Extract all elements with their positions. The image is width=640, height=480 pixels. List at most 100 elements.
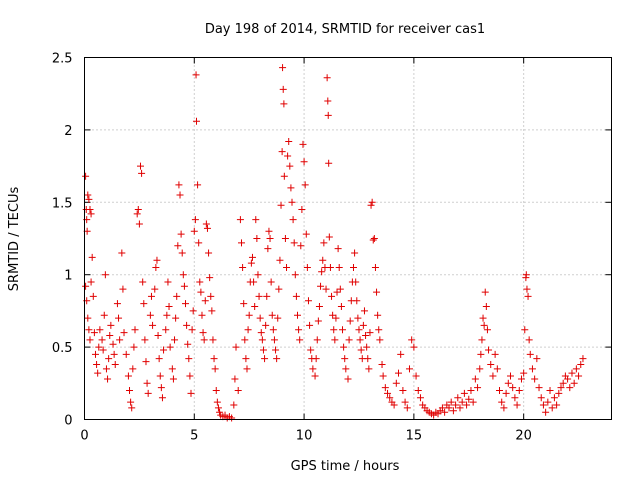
data-point: [115, 314, 123, 322]
data-point: [168, 365, 176, 373]
data-point: [261, 355, 269, 363]
data-point: [374, 311, 382, 319]
data-point: [238, 239, 246, 247]
data-point: [304, 297, 312, 305]
data-point: [104, 375, 112, 383]
data-point: [232, 343, 240, 351]
grid: [84, 57, 612, 420]
data-point: [275, 285, 283, 293]
data-point: [548, 404, 556, 412]
data-point: [185, 355, 193, 363]
data-point: [577, 360, 585, 368]
data-point: [189, 307, 197, 315]
data-point: [504, 379, 512, 387]
data-point: [376, 336, 384, 344]
data-point: [174, 242, 182, 250]
data-point: [364, 355, 372, 363]
data-point: [201, 297, 209, 305]
plot-frame: [84, 57, 612, 420]
data-point: [535, 384, 543, 392]
data-point: [230, 401, 238, 409]
data-point: [356, 336, 364, 344]
data-point: [528, 365, 536, 373]
data-point: [172, 314, 180, 322]
data-point: [205, 249, 213, 257]
data-point: [474, 384, 482, 392]
data-point: [157, 384, 165, 392]
data-point: [312, 355, 320, 363]
data-point: [323, 74, 331, 82]
data-point: [405, 365, 413, 373]
data-point: [313, 336, 321, 344]
data-point: [241, 336, 249, 344]
data-point: [307, 346, 315, 354]
data-point: [142, 358, 150, 366]
data-point: [477, 350, 485, 358]
data-point: [546, 387, 554, 395]
data-point: [250, 278, 258, 286]
data-point: [160, 346, 168, 354]
data-point: [273, 355, 281, 363]
data-point: [264, 245, 272, 253]
data-point: [480, 321, 488, 329]
data-point: [531, 375, 539, 383]
data-point: [395, 369, 403, 377]
data-point: [386, 394, 394, 402]
data-point: [487, 360, 495, 368]
data-point: [479, 314, 487, 322]
chart-title: Day 198 of 2014, SRMTID for receiver cas…: [205, 22, 485, 37]
data-point: [184, 340, 192, 348]
data-point: [113, 300, 121, 308]
data-point: [367, 201, 375, 209]
data-point: [278, 148, 286, 156]
data-point: [280, 100, 288, 108]
data-point: [362, 332, 370, 340]
data-point: [202, 220, 210, 228]
data-point: [379, 372, 387, 380]
data-point: [208, 307, 216, 315]
data-point: [100, 311, 108, 319]
data-point: [509, 384, 517, 392]
data-point: [130, 343, 138, 351]
data-point: [155, 355, 163, 363]
data-point: [354, 314, 362, 322]
data-point: [251, 303, 259, 311]
data-point: [253, 235, 261, 242]
data-point: [188, 326, 196, 334]
data-point: [306, 321, 314, 329]
data-point: [378, 360, 386, 368]
data-point: [537, 394, 545, 402]
data-point: [248, 253, 256, 261]
data-point: [408, 336, 416, 344]
data-point: [179, 271, 187, 279]
data-point: [295, 326, 303, 334]
data-point: [262, 321, 270, 329]
data-point: [164, 278, 172, 286]
data-point: [265, 227, 273, 235]
data-point: [334, 245, 342, 253]
data-point: [369, 236, 377, 244]
data-point: [216, 408, 224, 416]
data-point: [481, 288, 489, 296]
data-point: [553, 401, 561, 409]
data-point: [288, 198, 296, 206]
data-point: [200, 336, 208, 344]
data-point: [337, 303, 345, 311]
data-point: [134, 206, 142, 214]
data-point: [195, 239, 203, 247]
data-point: [177, 230, 185, 238]
data-point: [231, 375, 239, 383]
x-tick-label: 20: [515, 429, 532, 444]
data-point: [570, 379, 578, 387]
data-point: [331, 336, 339, 344]
data-point: [214, 404, 222, 412]
data-point: [85, 326, 93, 334]
data-point: [478, 336, 486, 344]
data-point: [210, 355, 218, 363]
data-point: [136, 162, 144, 170]
data-point: [96, 326, 104, 334]
data-point: [240, 300, 248, 308]
data-point: [520, 369, 528, 377]
data-point: [82, 172, 90, 180]
data-point: [257, 329, 265, 337]
